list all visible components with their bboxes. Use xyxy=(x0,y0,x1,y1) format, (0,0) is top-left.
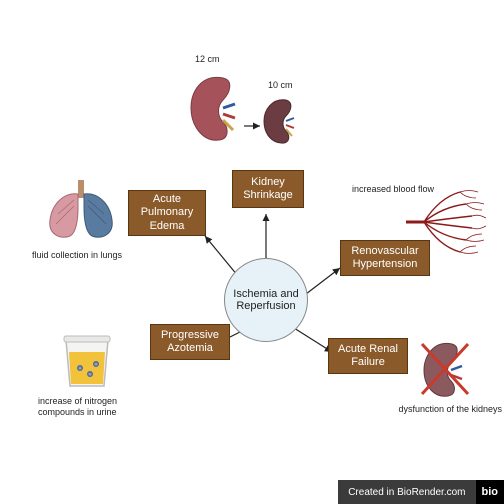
kidney-small-icon xyxy=(260,96,300,146)
vascular-caption: increased blood flow xyxy=(352,184,434,195)
box-pulmonary-edema: Acute Pulmonary Edema xyxy=(128,190,206,236)
vascular-tree-icon xyxy=(404,186,488,258)
footer-logo-text: bio xyxy=(482,486,499,498)
box-label: Kidney Shrinkage xyxy=(239,176,297,202)
arf-caption: dysfunction of the kidneys xyxy=(392,404,502,415)
box-acute-renal-failure: Acute Renal Failure xyxy=(328,338,408,374)
kidney-large-size: 12 cm xyxy=(195,54,220,65)
footer: Created in BioRender.com bio xyxy=(338,480,504,504)
footer-logo: bio xyxy=(476,480,504,504)
diagram-canvas: Ischemia and Reperfusion Kidney Shrinkag… xyxy=(0,0,504,504)
box-label: Acute Renal Failure xyxy=(335,343,401,369)
box-label: Progressive Azotemia xyxy=(157,329,223,355)
center-label: Ischemia and Reperfusion xyxy=(225,288,307,312)
lungs-icon xyxy=(44,180,118,242)
box-kidney-shrinkage: Kidney Shrinkage xyxy=(232,170,304,208)
box-label: Acute Pulmonary Edema xyxy=(135,193,199,233)
kidney-large-icon xyxy=(185,72,243,144)
urine-caption: increase of nitrogen compounds in urine xyxy=(38,396,148,418)
center-node: Ischemia and Reperfusion xyxy=(224,258,308,342)
lungs-caption: fluid collection in lungs xyxy=(32,250,122,261)
footer-credit: Created in BioRender.com xyxy=(338,480,475,504)
arf-kidney-icon xyxy=(418,338,472,400)
kidney-small-size: 10 cm xyxy=(268,80,293,91)
footer-credit-text: Created in BioRender.com xyxy=(348,487,465,498)
box-progressive-azotemia: Progressive Azotemia xyxy=(150,324,230,360)
urine-cup-icon xyxy=(60,334,114,390)
